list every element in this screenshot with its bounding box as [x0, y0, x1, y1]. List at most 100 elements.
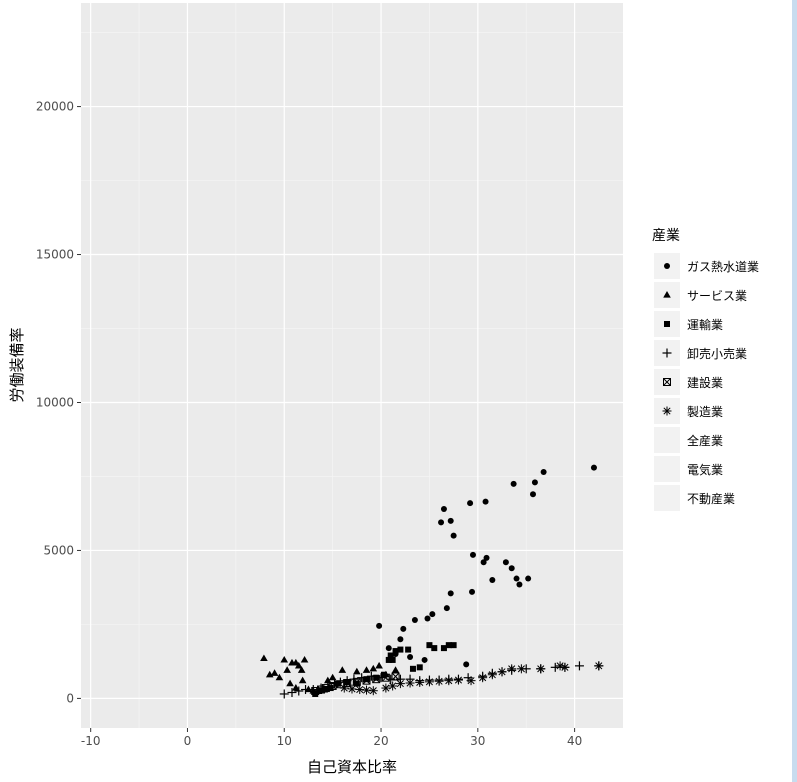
point-triangle — [292, 684, 300, 691]
point-triangle — [304, 685, 313, 693]
legend-label: 製造業 — [687, 405, 723, 419]
legend-item: 運輸業 — [654, 311, 723, 337]
legend-label: ガス熱水道業 — [687, 260, 759, 274]
legend-key-boxed-x — [663, 378, 671, 386]
point-asterisk — [444, 676, 454, 686]
point-triangle — [275, 673, 284, 681]
grid-minor — [81, 3, 623, 728]
point-circle — [590, 464, 597, 471]
point-boxed-x — [362, 676, 371, 685]
point-triangle — [391, 666, 400, 673]
point-triangle — [324, 676, 332, 684]
point-circle — [400, 625, 407, 632]
point-square — [389, 656, 396, 663]
point-triangle — [294, 661, 303, 669]
point-circle — [510, 480, 517, 487]
point-asterisk — [395, 679, 405, 689]
point-asterisk — [466, 676, 476, 686]
legend-key — [654, 485, 680, 511]
point-plus — [357, 673, 367, 683]
point-boxed-x — [343, 679, 352, 688]
point-square — [363, 676, 370, 683]
point-square — [416, 664, 423, 671]
point-circle — [447, 517, 454, 524]
legend-item: 電気業 — [654, 456, 723, 482]
point-plus — [301, 685, 311, 695]
point-asterisk — [405, 678, 415, 688]
point-asterisk — [536, 664, 546, 674]
point-circle — [531, 479, 538, 486]
x-tick-label: 0 — [184, 734, 192, 748]
point-triangle — [369, 664, 378, 672]
point-triangle — [286, 679, 294, 687]
point-asterisk — [594, 661, 604, 671]
point-boxed-x — [372, 675, 381, 684]
y-axis-title: 労働装備率 — [8, 327, 26, 402]
point-square — [405, 646, 412, 653]
point-triangle — [270, 669, 279, 676]
window-scrollbar[interactable] — [792, 0, 797, 782]
point-asterisk — [487, 670, 497, 680]
x-tick-label: 40 — [567, 734, 582, 748]
y-tick-label: 20000 — [36, 100, 74, 114]
point-circle — [421, 656, 428, 663]
point-triangle — [300, 655, 309, 663]
point-plus — [366, 671, 376, 681]
legend-item: 製造業 — [654, 398, 723, 424]
point-asterisk — [497, 667, 507, 677]
legend-key-triangle — [663, 291, 671, 298]
point-asterisk — [507, 664, 517, 674]
point-asterisk — [388, 681, 398, 691]
point-asterisk — [453, 675, 463, 685]
x-tick-label: 10 — [277, 734, 292, 748]
legend-item: 卸売小売業 — [654, 340, 747, 366]
x-tick-label: 20 — [373, 734, 388, 748]
point-triangle — [280, 655, 289, 663]
point-square — [431, 645, 438, 652]
point-triangle — [328, 673, 337, 681]
legend-label: サービス業 — [687, 289, 747, 303]
point-triangle — [338, 666, 347, 673]
point-triangle — [298, 676, 307, 684]
point-square — [353, 680, 360, 687]
point-circle — [540, 469, 547, 476]
point-triangle — [362, 666, 371, 673]
point-circle — [440, 506, 447, 513]
legend-label: 卸売小売業 — [687, 346, 747, 361]
point-circle — [513, 575, 520, 582]
point-circle — [376, 622, 383, 629]
legend-item: ガス熱水道業 — [654, 253, 759, 279]
point-circle — [411, 616, 418, 623]
point-circle — [424, 615, 431, 622]
y-tick-label: 10000 — [36, 395, 74, 409]
point-square — [440, 645, 447, 652]
point-circle — [450, 532, 457, 539]
x-axis-title: 自己資本比率 — [307, 758, 397, 776]
point-square — [380, 671, 387, 678]
point-circle — [483, 554, 490, 561]
x-tick-label: -10 — [81, 734, 101, 748]
point-asterisk — [381, 683, 391, 693]
point-circle — [397, 636, 404, 643]
data-points — [260, 464, 604, 699]
point-square — [397, 646, 404, 653]
point-boxed-x — [391, 672, 400, 681]
legend-item: 建設業 — [654, 369, 723, 395]
point-circle — [482, 498, 489, 505]
legend-key-asterisk — [662, 406, 672, 416]
point-circle — [385, 645, 392, 652]
legend-key-plus — [662, 348, 672, 358]
point-plus — [294, 686, 304, 696]
legend-title: 産業 — [652, 228, 680, 244]
legend-item: 不動産業 — [654, 485, 735, 511]
point-square — [409, 665, 416, 672]
point-asterisk — [415, 677, 425, 687]
point-asterisk — [434, 676, 444, 686]
panel-background — [81, 3, 623, 728]
legend-key — [654, 456, 680, 482]
y-axis: 0 5000 10000 15000 20000 — [36, 100, 81, 705]
y-tick-label: 0 — [66, 691, 74, 705]
point-asterisk — [339, 683, 349, 693]
